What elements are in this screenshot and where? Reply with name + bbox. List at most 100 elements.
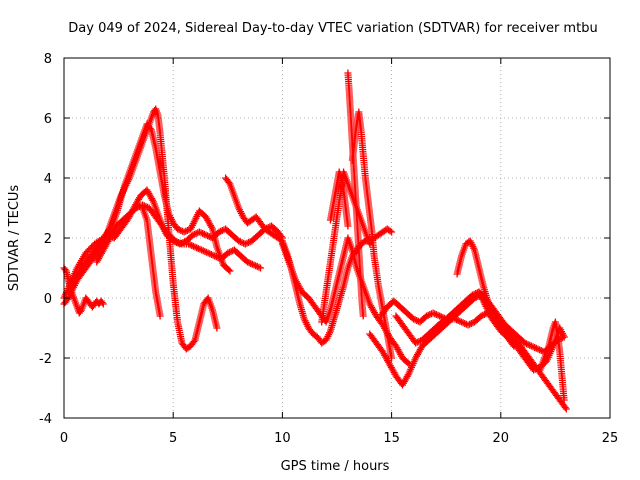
data-point: [190, 338, 198, 345]
data-point: [241, 240, 249, 248]
data-point: [344, 222, 352, 230]
y-tick-label: 8: [44, 52, 52, 67]
data-point: [441, 317, 449, 324]
data-point: [436, 312, 444, 320]
data-point: [415, 338, 423, 345]
data-point: [171, 237, 179, 245]
axis-ticks: 0 5 10 15 20 25 -4 -2 0 2 4 6 8: [39, 52, 618, 446]
data-point: [257, 264, 265, 272]
data-point: [252, 262, 260, 270]
data-point: [536, 346, 544, 354]
data-point: [235, 237, 243, 245]
data-point: [461, 320, 469, 327]
data-point: [412, 339, 420, 347]
data-point: [388, 228, 396, 236]
data-point: [479, 311, 487, 319]
data-point: [209, 251, 217, 259]
data-point: [204, 232, 212, 240]
data-point: [429, 309, 437, 317]
data-point: [192, 230, 200, 237]
x-tick-label: 5: [169, 431, 177, 446]
y-tick-label: -2: [39, 352, 52, 367]
data-point: [226, 267, 234, 275]
data-point: [453, 316, 461, 324]
data-point: [193, 244, 201, 252]
data-point: [468, 291, 476, 299]
data-point: [189, 231, 197, 239]
data-point: [201, 248, 209, 255]
data-point: [521, 339, 529, 347]
data-point: [438, 318, 446, 326]
data-point: [424, 311, 432, 319]
data-point: [199, 230, 207, 237]
x-tick-label: 0: [60, 431, 68, 446]
series-track-r: [536, 318, 568, 404]
data-point: [215, 228, 223, 236]
data-point: [409, 315, 417, 323]
data-point: [198, 246, 206, 254]
data-point: [432, 311, 440, 318]
data-point: [188, 242, 196, 249]
data-point: [532, 344, 540, 352]
data-point: [464, 321, 472, 329]
data-point: [359, 312, 367, 320]
x-tick-label: 10: [274, 431, 291, 446]
y-tick-label: 6: [44, 112, 52, 127]
x-tick-label: 15: [383, 431, 400, 446]
data-point: [98, 299, 106, 306]
data-point: [203, 248, 211, 256]
chart-title: Day 049 of 2024, Sidereal Day-to-day VTE…: [68, 21, 597, 36]
data-point: [434, 311, 442, 319]
data-point: [522, 340, 530, 348]
data-point: [199, 247, 207, 255]
data-point: [176, 239, 184, 247]
series-track-f: [139, 204, 164, 320]
data-point: [456, 317, 464, 325]
data-point: [243, 239, 251, 247]
x-axis-label: GPS time / hours: [281, 459, 390, 474]
data-point: [439, 317, 447, 325]
data-point: [426, 311, 434, 318]
data-point: [196, 245, 204, 253]
data-point: [477, 312, 485, 320]
data-point: [238, 239, 246, 246]
data-point: [248, 260, 256, 268]
data-point: [190, 230, 198, 238]
series-track-l: [348, 108, 396, 362]
data-point: [561, 404, 569, 411]
data-point: [225, 266, 233, 274]
data-point: [454, 317, 462, 324]
data-point: [135, 203, 143, 210]
series-track-j: [326, 168, 352, 230]
data-point: [534, 345, 542, 353]
data-point: [186, 241, 194, 249]
data-point: [236, 238, 244, 246]
y-tick-label: 0: [44, 292, 52, 307]
y-tick-label: 2: [44, 232, 52, 247]
series-track-e: [93, 201, 265, 272]
data-point: [443, 316, 451, 324]
data-marks: [60, 69, 570, 413]
data-point: [184, 240, 192, 248]
data-point: [200, 230, 208, 238]
x-tick-label: 20: [493, 431, 510, 446]
data-point: [61, 266, 69, 273]
data-point: [225, 248, 233, 256]
data-point: [191, 243, 199, 251]
data-point: [207, 251, 215, 258]
data-point: [459, 319, 467, 327]
data-point: [197, 229, 205, 237]
data-point: [195, 228, 203, 236]
data-point: [175, 239, 183, 246]
data-point: [146, 125, 154, 132]
data-point: [213, 324, 221, 332]
y-tick-label: -4: [39, 412, 52, 427]
data-point: [243, 258, 251, 266]
data-point: [180, 228, 188, 236]
data-point: [524, 341, 532, 348]
data-point: [467, 320, 475, 327]
data-point: [526, 341, 534, 349]
data-point: [457, 318, 465, 326]
data-point: [204, 249, 212, 257]
